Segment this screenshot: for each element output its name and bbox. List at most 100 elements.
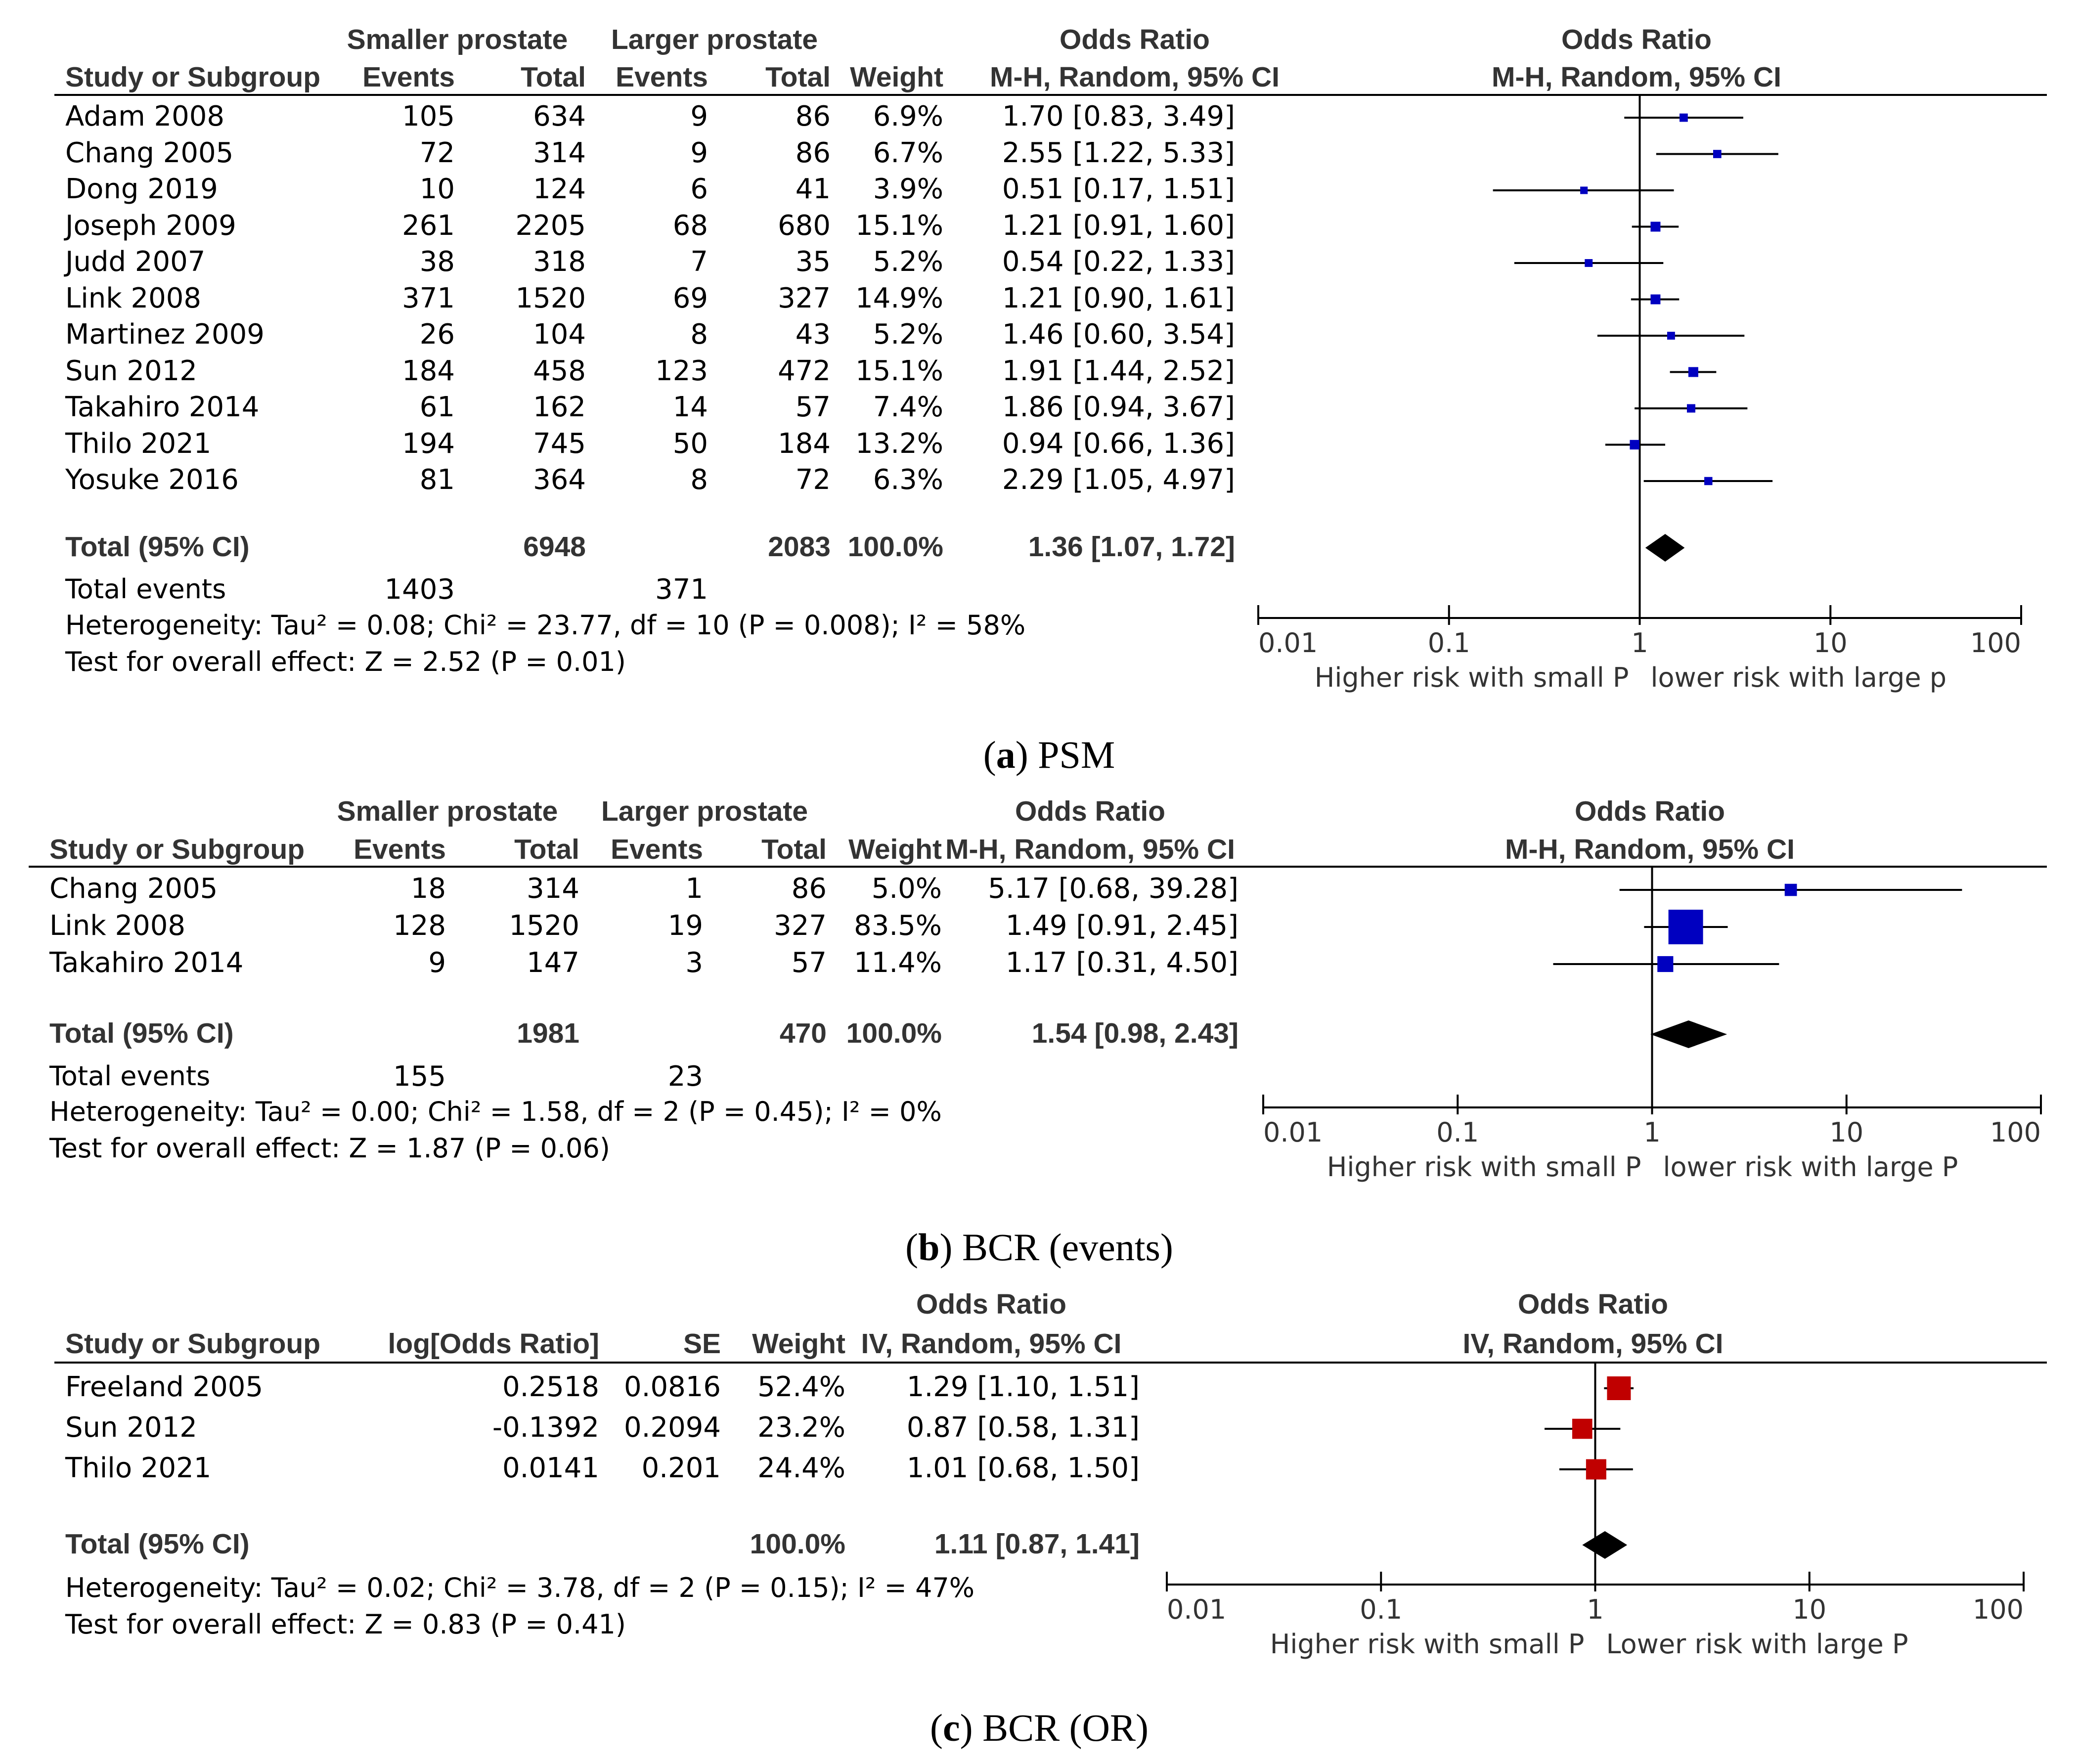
cell-or-ci: 2.29 [1.05, 4.97]	[1002, 464, 1235, 496]
cell-events2: 6	[690, 173, 708, 205]
cell-total1: 314	[527, 873, 579, 905]
column-header-study: Study or Subgroup	[49, 834, 305, 865]
total-label: Total (95% CI)	[65, 531, 250, 563]
cell-total2: 86	[795, 100, 831, 132]
caption-letter: c	[942, 1706, 960, 1749]
cell-or-ci: 2.55 [1.22, 5.33]	[1002, 136, 1235, 169]
favours-right-label: lower risk with large p	[1650, 662, 1947, 693]
plot-title: Odds Ratio	[1561, 24, 1712, 55]
cell-total2: 327	[778, 282, 831, 314]
study-marker	[1650, 294, 1661, 305]
cell-total1: 2205	[515, 209, 586, 242]
study-name: Sun 2012	[65, 354, 197, 387]
plot-method: M-H, Random, 95% CI	[1492, 61, 1781, 93]
column-header-weight: Weight	[848, 834, 942, 865]
study-name: Dong 2019	[65, 173, 218, 205]
cell-or-ci: 1.21 [0.91, 1.60]	[1002, 209, 1235, 242]
x-axis-tick-label: 0.1	[1436, 1117, 1479, 1148]
study-name: Yosuke 2016	[65, 464, 239, 496]
cell-logor: 0.0141	[502, 1452, 599, 1484]
cell-total1: 745	[533, 427, 586, 460]
cell-events2: 8	[690, 318, 708, 351]
panel-caption: (a) PSM	[983, 733, 1115, 776]
cell-events1: 26	[419, 318, 455, 351]
cell-logor: 0.2518	[502, 1371, 599, 1403]
cell-events2: 7	[690, 246, 708, 278]
column-header-events1: Events	[354, 834, 446, 865]
panel-caption: (b) BCR (events)	[905, 1226, 1173, 1269]
cell-weight: 52.4%	[757, 1371, 845, 1403]
group-label-larger: Larger prostate	[611, 24, 818, 55]
study-name: Adam 2008	[65, 100, 225, 132]
cell-weight: 7.4%	[873, 391, 943, 423]
overall-effect-test: Test for overall effect: Z = 1.87 (P = 0…	[49, 1133, 610, 1164]
study-name: Judd 2007	[65, 246, 206, 278]
cell-or-ci: 0.54 [0.22, 1.33]	[1002, 246, 1235, 278]
cell-se: 0.0816	[624, 1371, 721, 1403]
x-axis-tick-label: 10	[1829, 1117, 1864, 1148]
cell-total2: 57	[795, 391, 831, 423]
favours-left-label: Higher risk with small P	[1314, 662, 1629, 693]
cell-weight: 24.4%	[757, 1452, 845, 1484]
cell-weight: 83.5%	[854, 910, 942, 942]
plot-method: IV, Random, 95% CI	[1462, 1328, 1724, 1360]
cell-or-ci: 1.46 [0.60, 3.54]	[1002, 318, 1235, 351]
study-marker	[1686, 404, 1695, 413]
x-axis-tick-label: 0.1	[1427, 627, 1470, 659]
study-name: Thilo 2021	[65, 1452, 212, 1484]
cell-total1: 124	[533, 173, 586, 205]
cell-events2: 1	[685, 873, 703, 905]
cell-events2: 3	[685, 947, 703, 979]
cell-or-ci: 1.29 [1.10, 1.51]	[906, 1371, 1140, 1403]
study-name: Sun 2012	[65, 1411, 197, 1444]
cell-weight: 5.2%	[873, 318, 943, 351]
group-label-larger: Larger prostate	[601, 795, 808, 827]
x-axis-tick-label: 1	[1643, 1117, 1661, 1148]
study-name: Chang 2005	[65, 136, 234, 169]
study-marker	[1668, 910, 1703, 944]
x-axis-tick-label: 100	[1970, 627, 2021, 659]
cell-total1: 314	[533, 136, 586, 169]
cell-weight: 14.9%	[855, 282, 943, 314]
column-header-total1: Total	[521, 61, 586, 93]
cell-or-ci: 1.21 [0.90, 1.61]	[1002, 282, 1235, 314]
study-marker	[1572, 1418, 1592, 1439]
column-header-study: Study or Subgroup	[65, 61, 321, 93]
cell-events1: 128	[393, 910, 446, 942]
study-name: Takahiro 2014	[49, 947, 244, 979]
cell-events2: 50	[672, 427, 708, 460]
x-axis-tick-label: 100	[1972, 1594, 2024, 1625]
study-marker	[1607, 1376, 1631, 1400]
column-header-events1: Events	[362, 61, 455, 93]
x-axis-tick-label: 0.01	[1167, 1594, 1227, 1625]
cell-total2: 86	[791, 873, 827, 905]
cell-or-ci: 5.17 [0.68, 39.28]	[988, 873, 1239, 905]
column-header-or-method: M-H, Random, 95% CI	[990, 61, 1280, 93]
total-weight: 100.0%	[847, 531, 943, 563]
x-axis-tick-label: 0.1	[1360, 1594, 1403, 1625]
cell-weight: 5.0%	[871, 873, 942, 905]
cell-events2: 9	[690, 136, 708, 169]
total-events-label: Total events	[65, 573, 226, 605]
study-marker	[1650, 221, 1661, 232]
cell-events1: 261	[402, 209, 455, 242]
cell-events1: 18	[410, 873, 446, 905]
study-name: Freeland 2005	[65, 1371, 264, 1403]
cell-weight: 6.7%	[873, 136, 943, 169]
or-column-title: Odds Ratio	[1015, 795, 1166, 827]
cell-total1: 634	[533, 100, 586, 132]
study-name: Thilo 2021	[65, 427, 212, 460]
cell-total2: 41	[795, 173, 831, 205]
total-or-ci: 1.11 [0.87, 1.41]	[934, 1528, 1140, 1560]
plot-title: Odds Ratio	[1517, 1288, 1669, 1320]
total-events-smaller: 155	[393, 1060, 446, 1093]
column-header-total1: Total	[514, 834, 579, 865]
cell-total1: 1520	[509, 910, 579, 942]
caption-text: PSM	[1038, 733, 1115, 776]
total-events-label: Total events	[49, 1060, 211, 1092]
cell-or-ci: 0.94 [0.66, 1.36]	[1002, 427, 1235, 460]
total-count-larger: 2083	[768, 531, 831, 563]
pooled-diamond	[1650, 1020, 1727, 1048]
cell-or-ci: 1.86 [0.94, 3.67]	[1002, 391, 1235, 423]
cell-events1: 10	[419, 173, 455, 205]
